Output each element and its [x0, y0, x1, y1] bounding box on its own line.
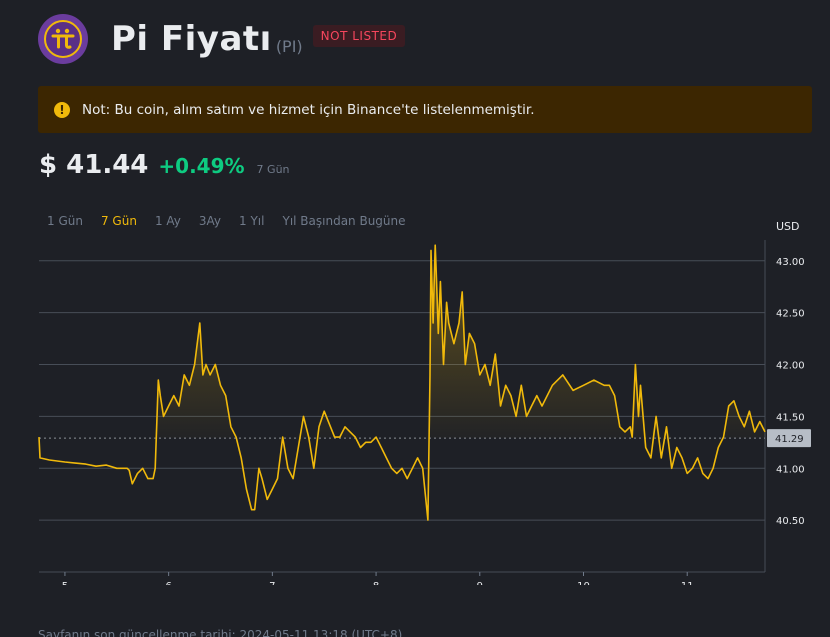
x-tick-label: 11 [681, 581, 694, 585]
not-listed-notice: ! Not: Bu coin, alım satım ve hizmet içi… [38, 86, 812, 133]
range-tab-3m[interactable]: 3Ay [198, 214, 222, 228]
range-tab-1d[interactable]: 1 Gün [47, 214, 83, 228]
coin-header: Pi Fiyatı (PI) NOT LISTED [38, 14, 406, 64]
baseline-label: 41.29 [775, 434, 804, 445]
x-tick-label: 10 [577, 581, 590, 585]
pi-symbol-icon [51, 28, 75, 49]
status-badge: NOT LISTED [312, 25, 406, 47]
time-range-tabs: 1 Gün 7 Gün 1 Ay 3Ay 1 Yıl Yıl Başından … [47, 214, 424, 228]
warning-icon: ! [54, 101, 70, 118]
y-tick-label: 42.50 [776, 309, 805, 320]
y-axis-unit-label: USD [776, 220, 800, 233]
range-tab-7d[interactable]: 7 Gün [100, 214, 137, 228]
range-tab-ytd[interactable]: Yıl Başından Bugüne [282, 214, 406, 228]
price-line [38, 244, 766, 521]
price-chart[interactable]: 43.00 42.50 42.00 41.50 41.00 40.50 5 6 7 8 9 10 11 4… [0, 240, 830, 585]
range-tab-1y[interactable]: 1 Yıl [239, 214, 265, 228]
x-tick-label: 6 [165, 581, 171, 585]
change-period: 7 Gün [256, 163, 290, 176]
y-tick-label: 43.00 [776, 257, 805, 268]
y-tick-label: 40.50 [776, 516, 805, 527]
pi-logo-icon [38, 14, 88, 64]
last-updated-text: Sayfanın son güncellenme tarihi: 2024-05… [38, 628, 403, 637]
x-tick-label: 5 [62, 581, 68, 585]
y-tick-label: 41.50 [776, 412, 805, 423]
page-title: Pi Fiyatı [111, 19, 272, 59]
price-change: +0.49% [158, 154, 245, 178]
y-tick-label: 42.00 [776, 361, 805, 372]
y-tick-label: 41.00 [776, 464, 805, 475]
x-tick-label: 8 [373, 581, 379, 585]
current-price: $ 41.44 [39, 150, 149, 180]
coin-symbol: (PI) [275, 36, 303, 56]
price-summary: $ 41.44 +0.49% 7 Gün [39, 150, 290, 180]
price-area-fill [39, 245, 765, 439]
x-tick-label: 7 [269, 581, 275, 585]
baseline-label-bg [767, 429, 811, 448]
x-tick-label: 9 [477, 581, 483, 585]
range-tab-1m[interactable]: 1 Ay [154, 214, 181, 228]
notice-text: Not: Bu coin, alım satım ve hizmet için … [82, 101, 535, 118]
